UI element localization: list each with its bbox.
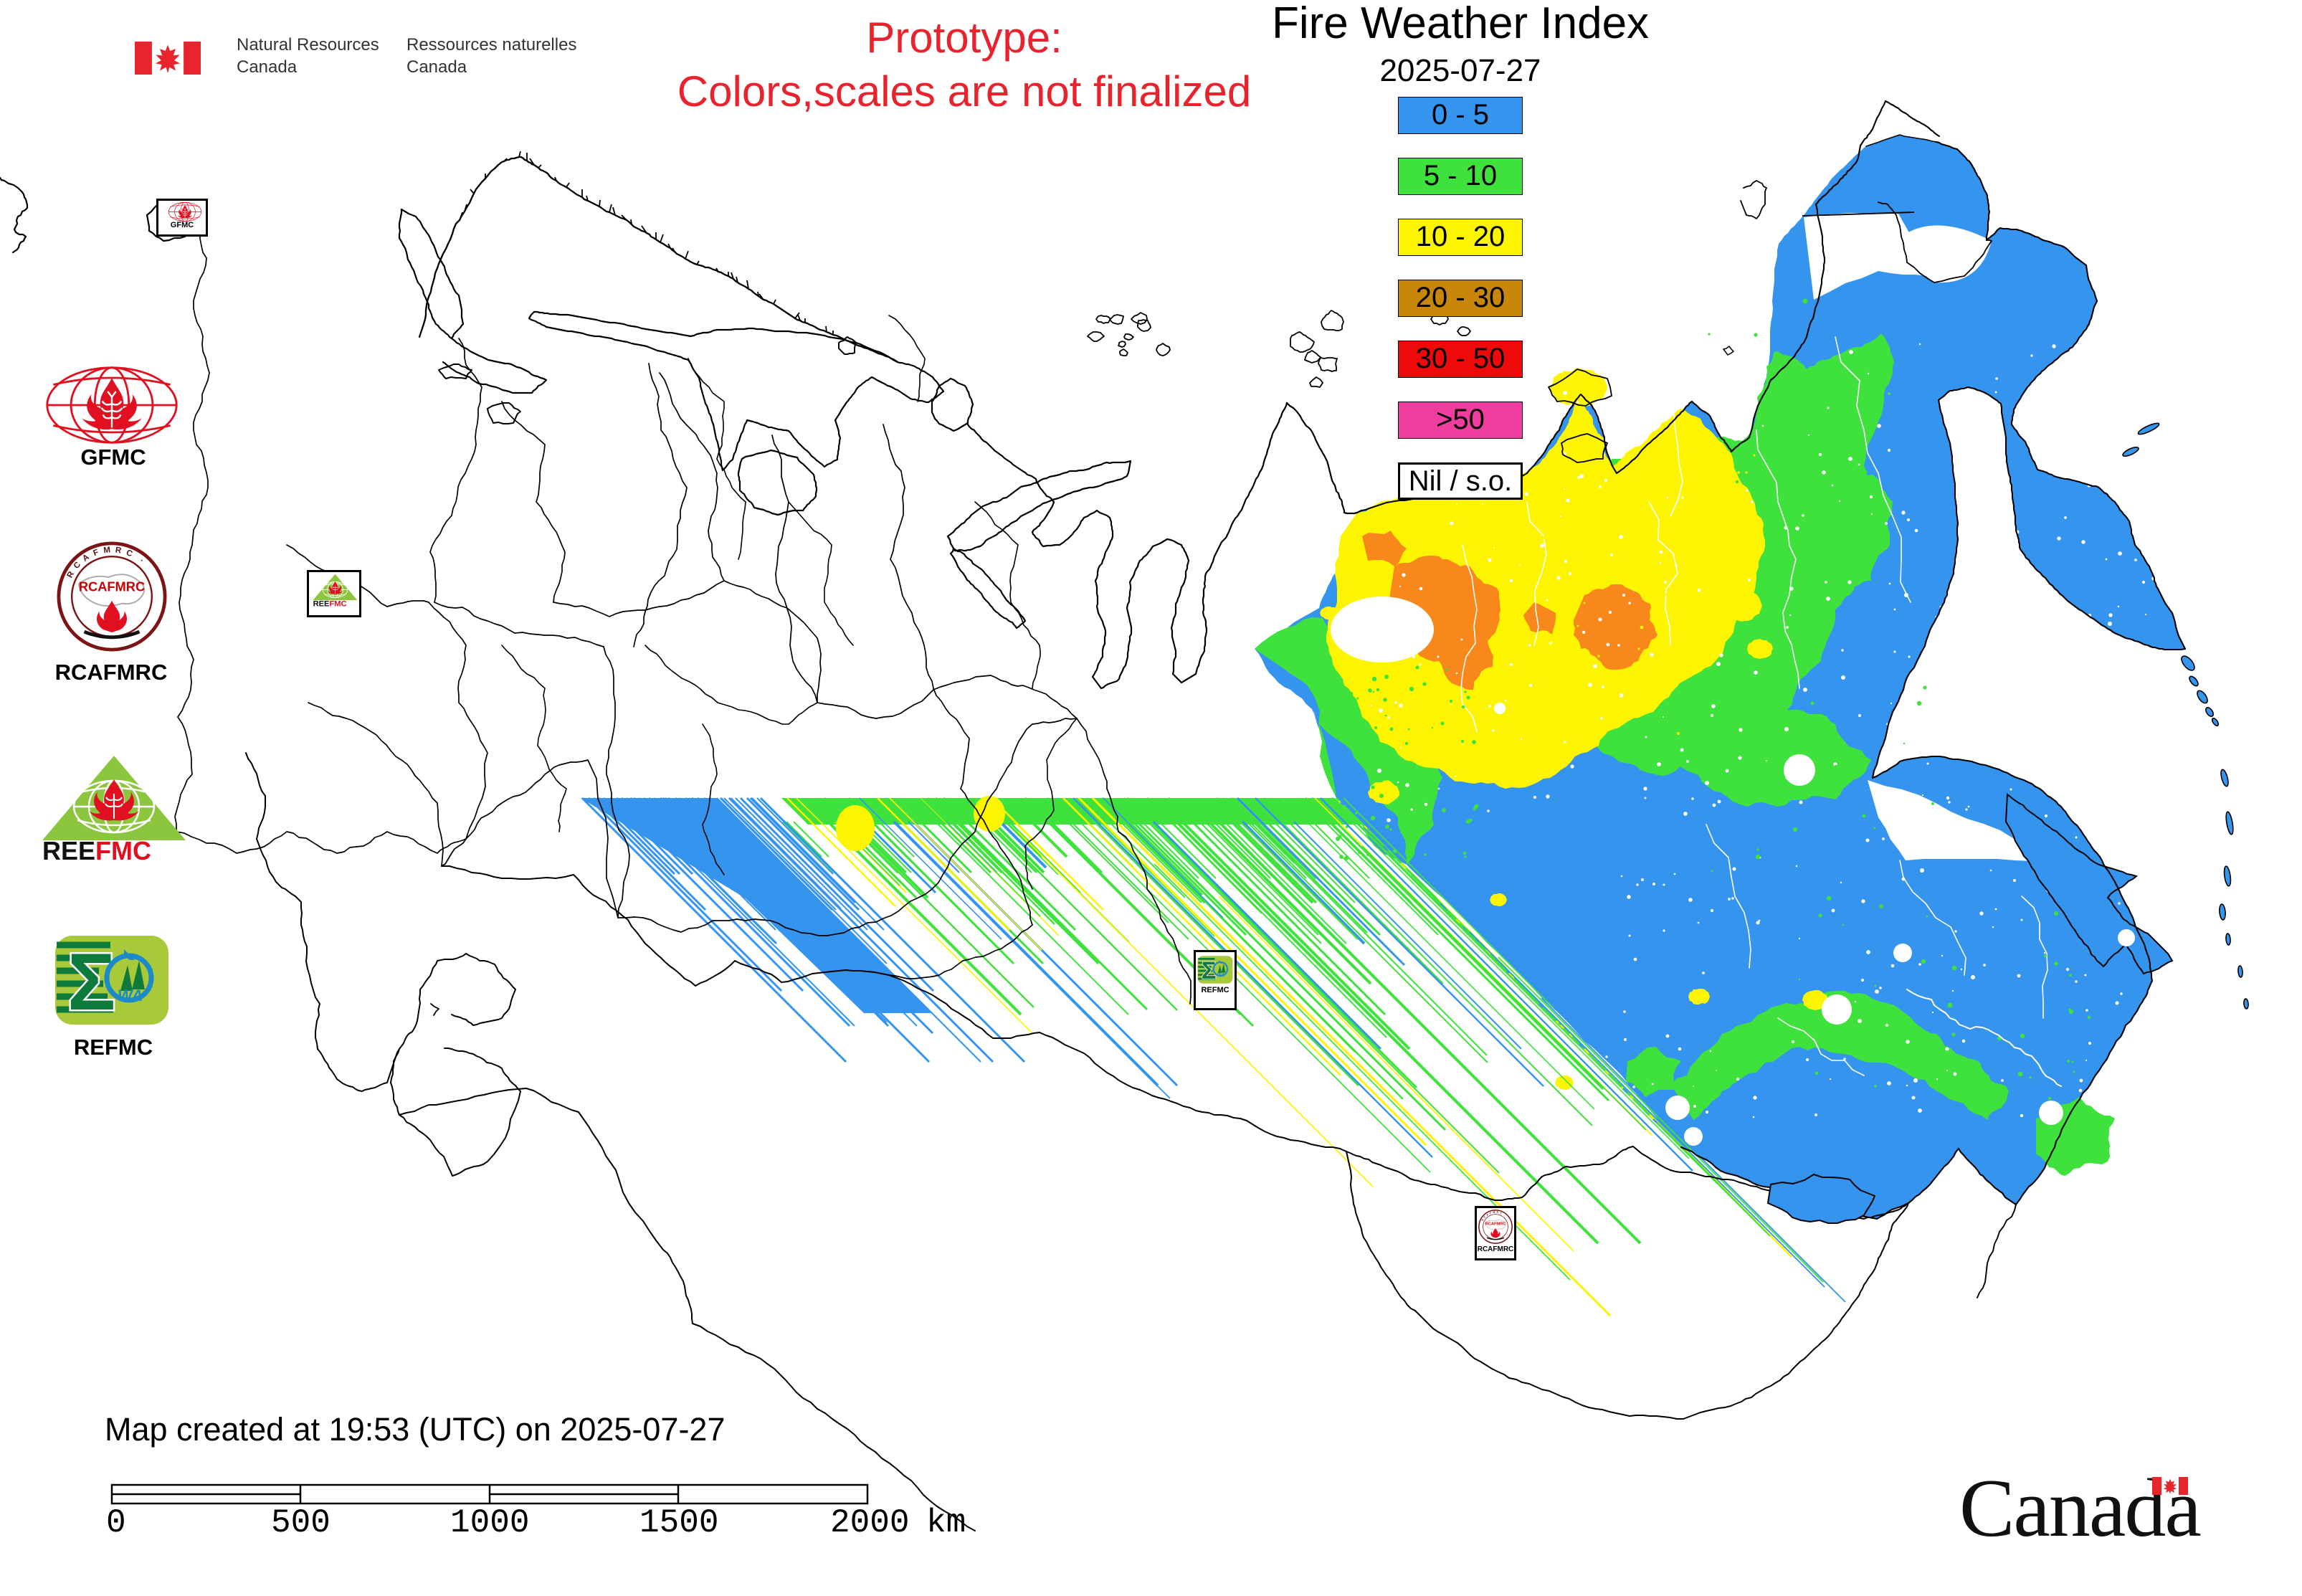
svg-text:M: M (103, 546, 111, 555)
svg-text:R: R (1496, 1211, 1499, 1214)
svg-text:REEFMC: REEFMC (313, 599, 346, 607)
svg-text:·: · (138, 557, 146, 566)
svg-text:Σ: Σ (1202, 957, 1217, 984)
svg-text:F: F (1489, 1211, 1492, 1215)
svg-text:REEFMC: REEFMC (42, 836, 151, 863)
svg-text:A: A (1486, 1213, 1490, 1217)
svg-text:WA: WA (118, 987, 143, 1004)
svg-text:·: · (1503, 1215, 1506, 1217)
svg-text:C: C (1483, 1215, 1487, 1219)
svg-text:C: C (1500, 1212, 1503, 1215)
svg-text:RCAFMRC: RCAFMRC (1485, 1222, 1506, 1227)
svg-text:R: R (115, 546, 123, 556)
svg-text:M: M (1493, 1211, 1495, 1214)
svg-text:RCAFMRC: RCAFMRC (79, 579, 145, 594)
svg-text:WA: WA (1217, 972, 1224, 977)
svg-text:R: R (1481, 1218, 1485, 1222)
svg-text:F: F (92, 548, 100, 558)
